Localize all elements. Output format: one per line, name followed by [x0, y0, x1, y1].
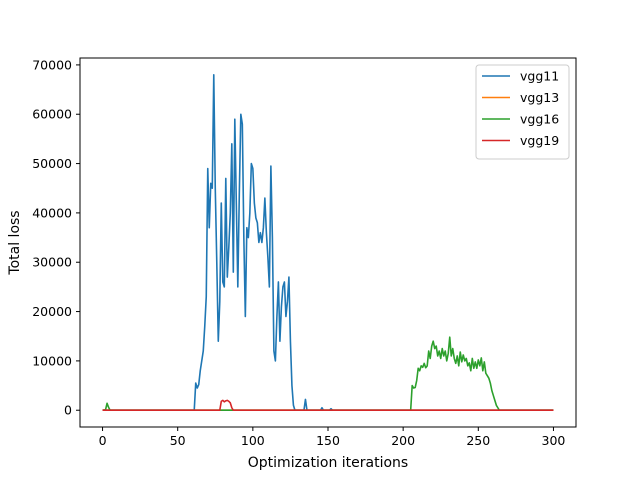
x-axis-ticks: 0 50 100 150 200 250 300: [99, 427, 566, 448]
y-tick-label: 30000: [32, 255, 72, 270]
x-tick-label: 50: [170, 433, 186, 448]
y-axis-ticks: 0 10000 20000 30000 40000 50000 60000 70000: [32, 57, 80, 418]
y-axis-label: Total loss: [7, 210, 23, 275]
series-line-vgg19: [102, 399, 554, 412]
y-tick-label: 70000: [32, 57, 72, 72]
series-line-vgg16: [102, 336, 554, 412]
legend-label-vgg11: vgg11: [520, 69, 559, 84]
y-tick-label: 20000: [32, 304, 72, 319]
x-axis-label: Optimization iterations: [248, 455, 408, 471]
legend-label-vgg16: vgg16: [520, 112, 559, 127]
x-tick-label: 0: [99, 433, 107, 448]
x-tick-label: 300: [542, 433, 566, 448]
y-tick-label: 10000: [32, 353, 72, 368]
y-tick-label: 40000: [32, 205, 72, 220]
series-line-vgg11: [102, 73, 554, 412]
legend-label-vgg19: vgg19: [520, 133, 559, 148]
x-tick-label: 150: [316, 433, 340, 448]
legend: vgg11 vgg13 vgg16 vgg19: [475, 64, 570, 160]
x-tick-label: 100: [241, 433, 265, 448]
y-tick-label: 60000: [32, 107, 72, 122]
legend-label-vgg13: vgg13: [520, 90, 559, 105]
x-tick-label: 200: [391, 433, 415, 448]
y-tick-label: 0: [64, 403, 72, 418]
y-tick-label: 50000: [32, 156, 72, 171]
x-tick-label: 250: [466, 433, 490, 448]
legend-box: [475, 64, 570, 160]
series-layer: [102, 73, 554, 412]
